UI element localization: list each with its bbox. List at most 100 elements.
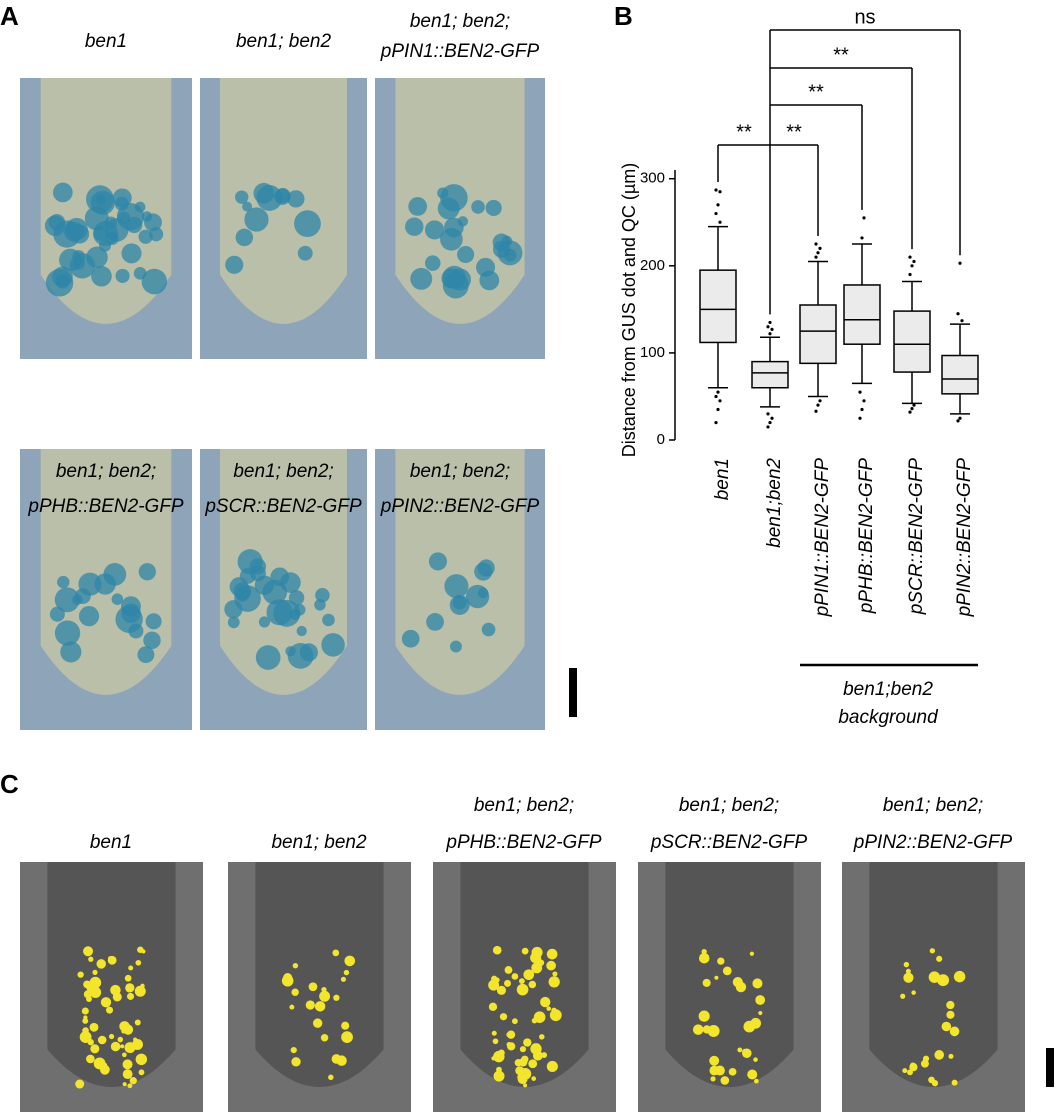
fluorescence: [548, 976, 560, 988]
significance-label: **: [736, 121, 752, 143]
fluorescence: [949, 1026, 960, 1037]
fluorescence: [905, 968, 911, 974]
fluorescence: [110, 984, 121, 996]
fluorescence: [75, 1079, 85, 1089]
fluorescence: [941, 1021, 952, 1032]
stain: [235, 228, 254, 247]
fluorescence: [319, 990, 331, 1002]
fluorescence: [308, 982, 318, 992]
fluorescence: [702, 978, 711, 987]
fluorescence: [90, 1044, 100, 1054]
fluorescence: [128, 965, 134, 971]
fluorescence: [85, 996, 93, 1003]
fluorescence: [720, 1076, 730, 1085]
image-title: ben1; ben2;: [56, 461, 156, 482]
stain: [44, 215, 66, 237]
fluorescence: [135, 959, 142, 966]
outlier: [912, 259, 916, 264]
fluorescence: [717, 957, 725, 965]
image-title: ben1; ben2;: [679, 795, 779, 816]
outlier: [862, 399, 866, 403]
stain: [444, 574, 469, 599]
box: [799, 304, 837, 365]
box: [699, 269, 737, 344]
x-tick-label: pSCR::BEN2-GFP: [906, 458, 927, 616]
x-tick-label: pPHB::BEN2-GFP: [856, 458, 877, 615]
outlier: [718, 190, 722, 194]
fluorescence: [289, 1004, 295, 1010]
fluorescence: [504, 966, 513, 974]
fluorescence: [129, 1077, 137, 1085]
fluorescence: [755, 995, 766, 1005]
fluorescence: [291, 988, 299, 996]
fluorescence: [754, 1078, 759, 1084]
stain: [54, 587, 80, 613]
stain: [244, 207, 269, 232]
stain: [485, 199, 502, 217]
image-title: pSCR::BEN2-GFP: [204, 496, 362, 517]
image-title: pPHB::BEN2-GFP: [27, 496, 184, 517]
outlier: [862, 216, 866, 220]
stain: [93, 226, 109, 241]
fluorescence: [946, 1000, 955, 1010]
fluorescence: [946, 1010, 955, 1019]
stain: [296, 625, 307, 637]
stain: [408, 197, 428, 216]
stain: [297, 245, 313, 261]
image-title: pSCR::BEN2-GFP: [650, 832, 808, 853]
outlier: [714, 211, 718, 216]
fluorescence: [528, 980, 537, 989]
stain: [401, 629, 420, 648]
stain: [227, 616, 240, 629]
fluorescence: [546, 948, 558, 960]
stain: [115, 268, 130, 283]
stain: [128, 623, 144, 639]
box: [843, 284, 881, 345]
fluorescence: [528, 1059, 538, 1069]
outlier: [908, 272, 912, 277]
fluorescence: [134, 1019, 141, 1026]
scale-bar: [569, 668, 577, 717]
outlier: [716, 407, 720, 412]
fluorescence: [488, 1002, 498, 1011]
fluorescence: [903, 972, 914, 983]
fluorescence: [928, 1076, 935, 1084]
stain: [225, 255, 244, 274]
image-title: pPIN2::BEN2-GFP: [853, 832, 1013, 853]
fluorescence: [88, 956, 94, 962]
fluorescence: [934, 1050, 945, 1060]
fluorescence: [698, 952, 710, 964]
stain: [253, 182, 275, 204]
fluorescence: [491, 1030, 497, 1036]
fluorescence: [344, 955, 356, 967]
fluorescence: [903, 961, 910, 968]
image-title: pPIN2::BEN2-GFP: [380, 496, 540, 517]
fluorescence: [291, 1057, 301, 1067]
fluorescence: [126, 992, 135, 1000]
fluorescence: [341, 1031, 353, 1043]
fluorescence: [742, 1048, 748, 1055]
outlier: [912, 403, 916, 407]
stain: [59, 248, 82, 272]
fluorescence: [752, 978, 763, 989]
fluorescence: [86, 1054, 95, 1064]
fluorescence: [106, 1006, 114, 1014]
fluorescence: [530, 1043, 542, 1055]
significance-label: **: [786, 121, 802, 143]
y-tick-label: 0: [657, 431, 665, 448]
outlier: [718, 399, 722, 403]
fluorescence: [332, 949, 340, 957]
image-title: ben1; ben2;: [474, 795, 574, 816]
fluorescence: [709, 1055, 720, 1066]
fluorescence: [909, 1063, 918, 1072]
outlier: [814, 255, 818, 259]
fluorescence: [546, 1060, 558, 1072]
fluorescence: [110, 1041, 121, 1052]
outlier: [766, 325, 770, 329]
outlier: [908, 255, 912, 259]
fluorescence: [100, 997, 112, 1008]
significance-label: **: [833, 44, 849, 66]
fluorescence: [96, 959, 106, 969]
stain: [224, 600, 243, 619]
fluorescence: [506, 1041, 512, 1047]
